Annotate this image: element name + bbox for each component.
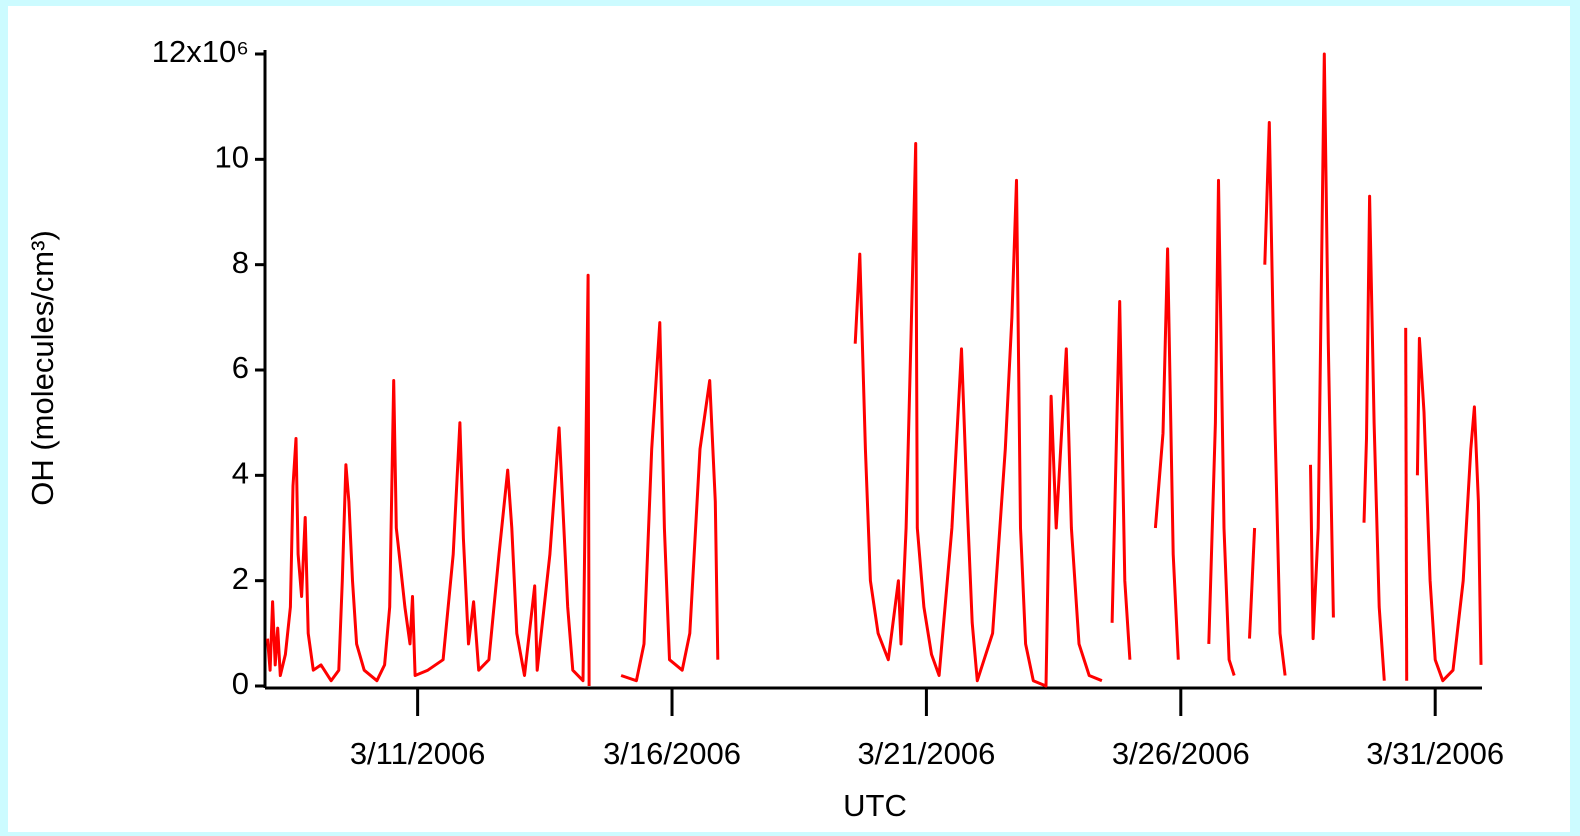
y-tick-label: 2 xyxy=(232,561,249,596)
data-line xyxy=(1153,247,1180,660)
x-tick-label: 3/31/2006 xyxy=(1366,736,1504,771)
data-line xyxy=(1362,194,1386,681)
y-tick-label: 0 xyxy=(232,666,249,701)
data-line xyxy=(620,321,720,683)
y-tick-label: 10 xyxy=(215,140,249,175)
data-line xyxy=(1404,327,1409,681)
plot-background xyxy=(8,6,1570,832)
x-tick-label: 3/21/2006 xyxy=(857,736,995,771)
y-axis-label: OH (molecules/cm³) xyxy=(25,230,60,506)
data-line xyxy=(1415,336,1483,683)
data-line xyxy=(1248,527,1257,639)
data-line xyxy=(266,273,591,687)
y-tick-label: 6 xyxy=(232,350,249,385)
data-line xyxy=(1110,300,1132,660)
y-tick-label: 8 xyxy=(232,245,249,280)
x-axis-label: UTC xyxy=(843,788,907,823)
data-line xyxy=(1309,52,1335,641)
data-line xyxy=(1207,178,1236,676)
y-tick-label: 12x10⁶ xyxy=(152,34,249,69)
x-tick-label: 3/26/2006 xyxy=(1112,736,1250,771)
x-tick-label: 3/11/2006 xyxy=(350,736,486,771)
data-line xyxy=(853,142,1103,688)
x-tick-label: 3/16/2006 xyxy=(603,736,741,771)
data-line xyxy=(1263,121,1287,676)
y-tick-label: 4 xyxy=(232,456,249,491)
